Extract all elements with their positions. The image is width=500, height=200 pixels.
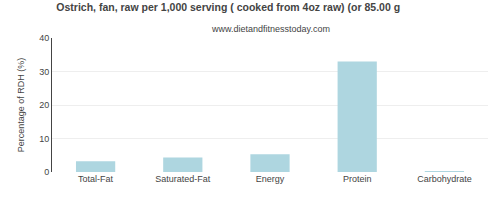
svg-text:www.dietandfitnesstoday.com: www.dietandfitnesstoday.com (211, 24, 330, 34)
svg-text:20: 20 (39, 100, 49, 110)
svg-text:30: 30 (39, 67, 49, 77)
svg-text:Carbohydrate: Carbohydrate (417, 174, 472, 184)
svg-text:Protein: Protein (343, 174, 372, 184)
svg-text:Ostrich, fan, raw per 1,000 se: Ostrich, fan, raw per 1,000 serving ( co… (56, 1, 400, 13)
svg-text:Percentage of RDH (%): Percentage of RDH (%) (16, 58, 26, 153)
svg-text:Total-Fat: Total-Fat (78, 174, 114, 184)
svg-text:Energy: Energy (256, 174, 285, 184)
svg-text:10: 10 (39, 134, 49, 144)
svg-text:Saturated-Fat: Saturated-Fat (155, 174, 211, 184)
svg-text:0: 0 (44, 167, 49, 177)
svg-text:40: 40 (39, 33, 49, 43)
